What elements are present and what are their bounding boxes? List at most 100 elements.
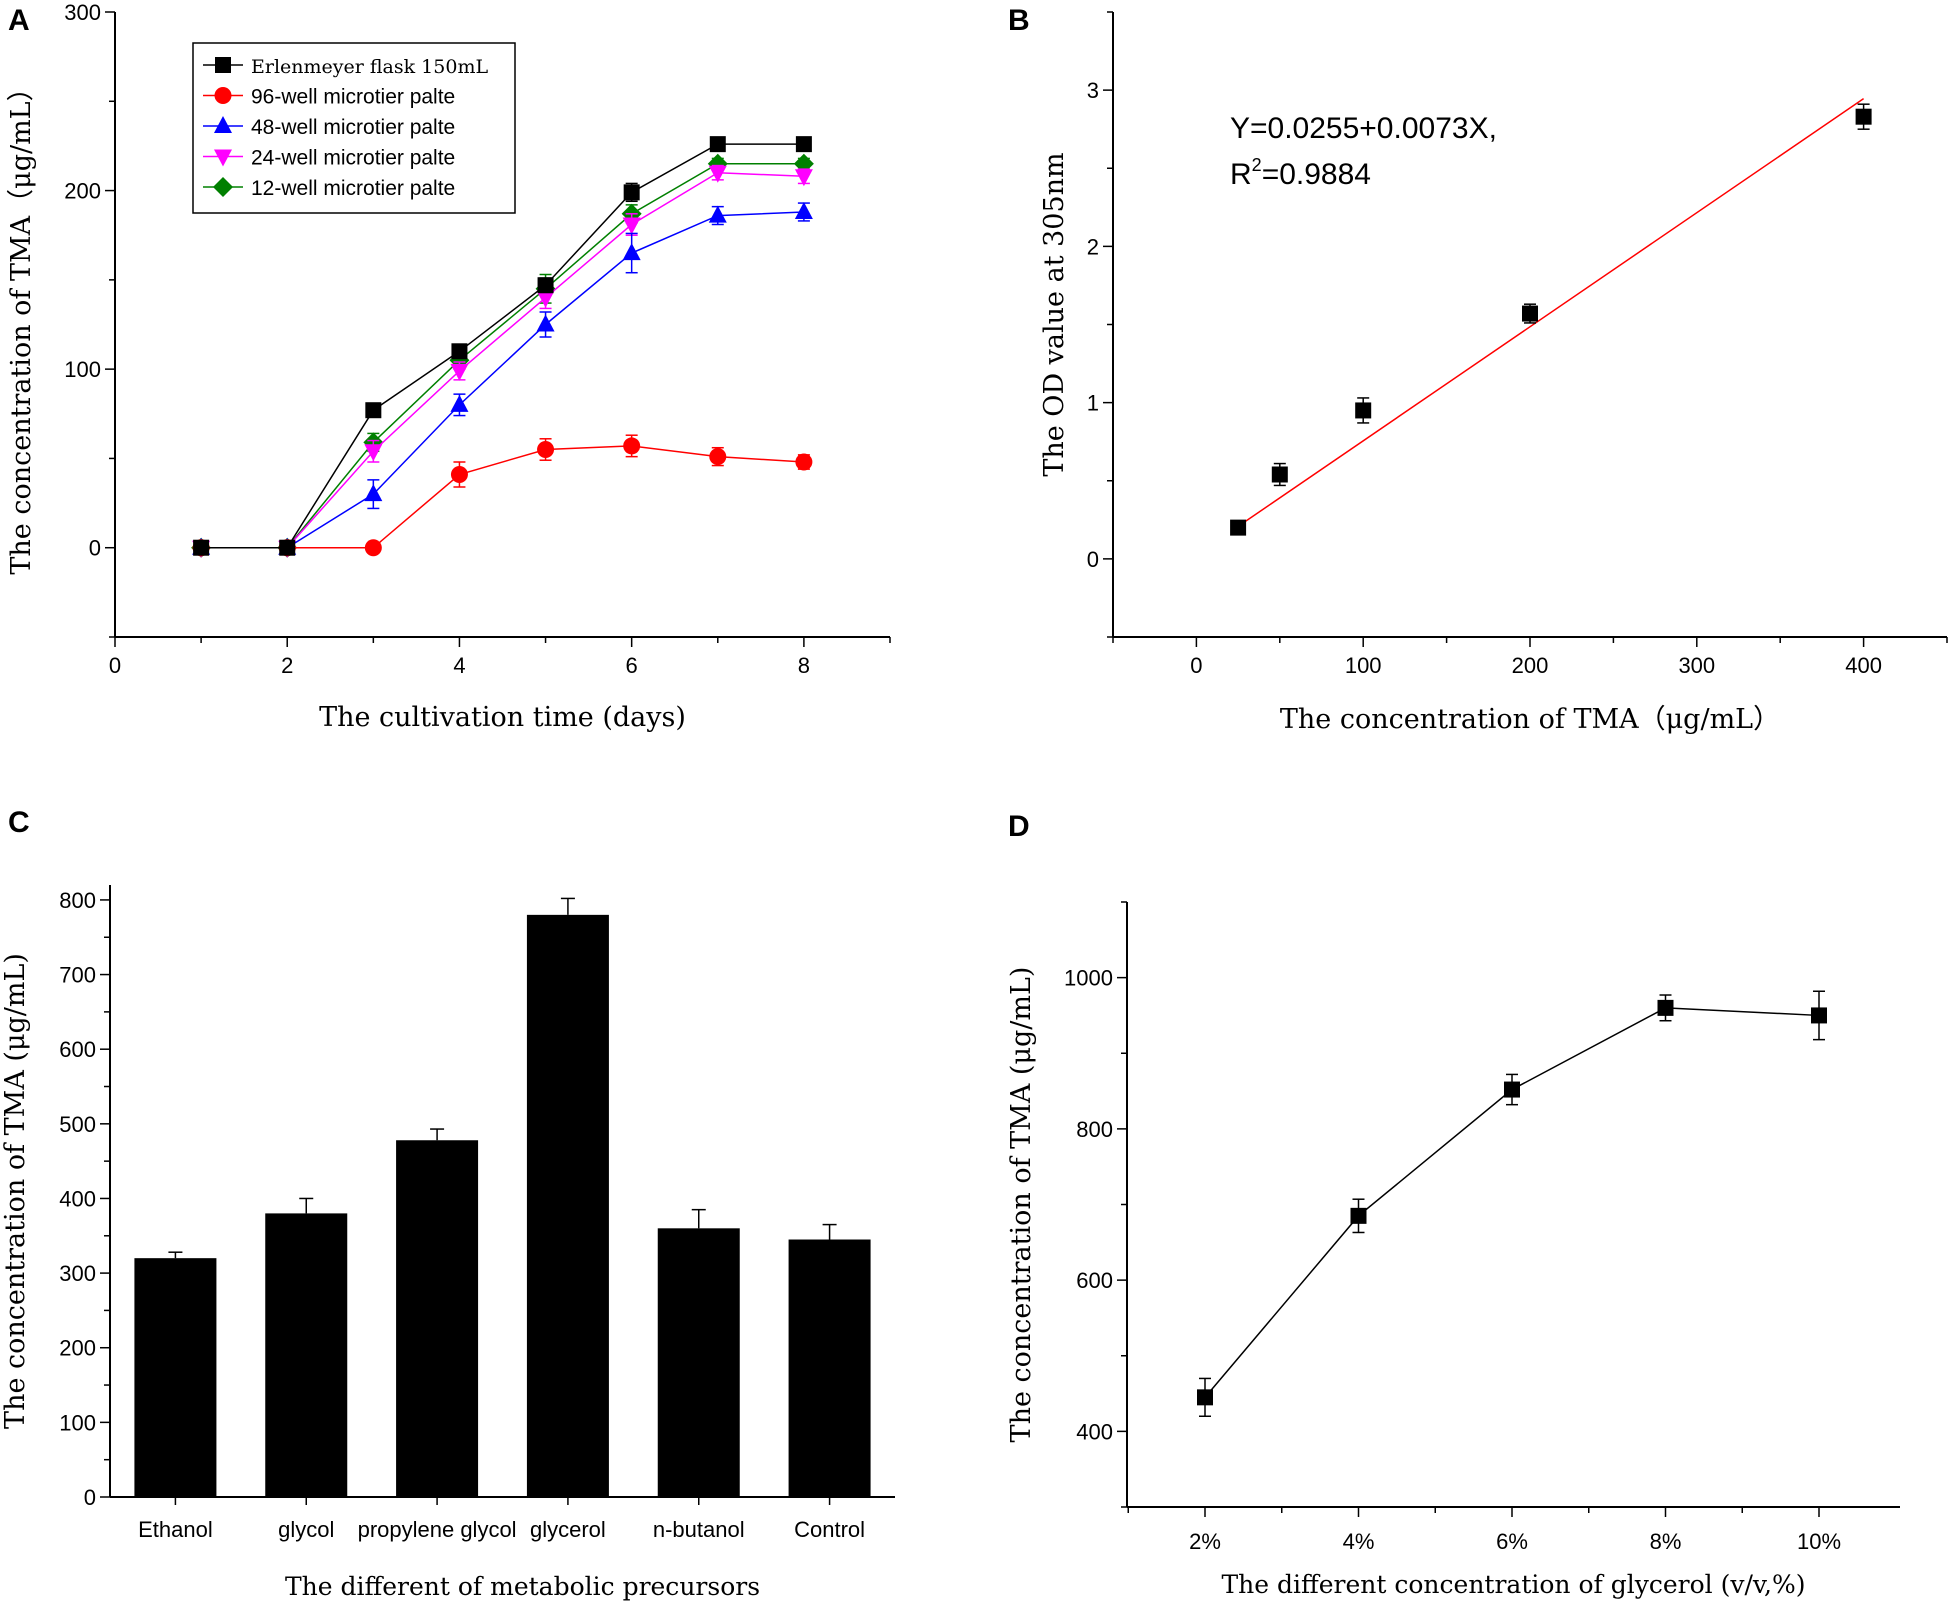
category-label: 2% <box>1189 1529 1221 1554</box>
data-point <box>450 466 468 483</box>
y-tick-label: 500 <box>59 1112 96 1137</box>
r-squared-letter: R <box>1230 158 1252 191</box>
data-point <box>1355 402 1372 419</box>
data-point <box>450 394 469 412</box>
y-tick-label: 400 <box>59 1186 96 1211</box>
data-point <box>450 363 469 381</box>
series-line <box>201 211 804 549</box>
legend-marker <box>214 87 232 104</box>
category-label: glycol <box>278 1517 334 1542</box>
bar <box>657 1228 740 1497</box>
data-point <box>537 277 554 294</box>
data-point <box>1230 519 1247 536</box>
data-point <box>623 184 640 201</box>
legend-marker <box>214 149 232 167</box>
category-label: 8% <box>1650 1529 1682 1554</box>
x-tick-label: 6 <box>626 653 638 678</box>
y-tick-label: 800 <box>1076 1117 1113 1142</box>
y-tick-label: 600 <box>59 1037 96 1062</box>
data-point <box>279 539 296 556</box>
bar <box>788 1239 871 1497</box>
x-axis-title: The concentration of TMA（μg/mL） <box>1280 704 1780 735</box>
series-line <box>201 143 804 549</box>
legend-entry: 48-well microtier palte <box>251 116 455 139</box>
data-point <box>794 169 813 187</box>
category-label: 6% <box>1496 1529 1528 1554</box>
category-label: n-butanol <box>653 1517 745 1542</box>
y-tick-label: 700 <box>59 963 96 988</box>
y-tick-label: 0 <box>84 1485 96 1510</box>
series-line <box>201 163 804 549</box>
category-label: Ethanol <box>138 1517 213 1542</box>
x-tick-label: 100 <box>1345 653 1382 678</box>
data-point <box>623 437 641 455</box>
data-point <box>451 343 468 360</box>
y-tick-label: 3 <box>1087 78 1099 103</box>
data-point <box>795 136 812 153</box>
r-squared-value: =0.9884 <box>1262 158 1371 191</box>
panel-label-b: B <box>1008 4 1030 37</box>
y-tick-label: 0 <box>89 536 101 561</box>
y-axis-title: The concentration of TMA (μg/mL) <box>0 953 31 1429</box>
legend-marker <box>215 57 231 73</box>
data-point <box>364 444 383 462</box>
r-squared-exponent: 2 <box>1252 155 1262 175</box>
x-tick-label: 400 <box>1845 653 1882 678</box>
y-tick-label: 400 <box>1076 1419 1113 1444</box>
bar <box>265 1213 348 1497</box>
data-point <box>1855 108 1872 125</box>
y-tick-label: 100 <box>64 357 101 382</box>
bar <box>134 1258 217 1497</box>
bar <box>526 914 609 1497</box>
x-tick-label: 0 <box>1190 653 1202 678</box>
panel-label-a: A <box>8 4 30 37</box>
legend-marker <box>213 177 233 197</box>
data-point <box>1504 1081 1520 1098</box>
category-label: propylene glycol <box>358 1517 517 1542</box>
y-tick-label: 1 <box>1087 391 1099 416</box>
data-point <box>193 539 210 556</box>
fit-r-squared: R2=0.9884 <box>1230 155 1371 191</box>
y-tick-label: 800 <box>59 888 96 913</box>
series-line <box>201 171 804 549</box>
data-point <box>794 202 813 219</box>
x-axis-title: The cultivation time (days) <box>319 702 686 733</box>
bar <box>396 1140 479 1497</box>
legend-entry: Erlenmeyer flask 150mL <box>251 56 488 78</box>
y-axis-title: The OD value at 305nm <box>1039 152 1070 476</box>
data-point <box>365 402 382 419</box>
y-tick-label: 200 <box>64 179 101 204</box>
data-point <box>1522 305 1538 322</box>
data-point <box>537 441 555 458</box>
data-point <box>536 314 555 332</box>
data-point <box>709 448 727 466</box>
legend-entry: 24-well microtier palte <box>251 147 455 170</box>
x-tick-label: 200 <box>1512 653 1549 678</box>
data-point <box>1197 1389 1213 1406</box>
data-point <box>708 165 727 183</box>
y-axis-title: The concentration of TMA（μg/mL） <box>6 74 37 574</box>
panel-a: A 0 2 4 6 8 0 100 200 300 The cultivation time (da… <box>6 0 891 733</box>
data-point <box>364 484 383 502</box>
fit-equation: Y=0.0255+0.0073X, <box>1230 112 1497 145</box>
data-point <box>1350 1207 1367 1224</box>
series-line <box>1204 1007 1820 1398</box>
panel-d: D 400 600 800 1000 2% 4% 6% 8% 10% The different c… <box>1006 810 1900 1599</box>
category-label: 10% <box>1797 1529 1841 1554</box>
data-point <box>708 205 727 223</box>
data-point <box>622 243 641 261</box>
x-tick-label: 300 <box>1678 653 1715 678</box>
y-tick-label: 300 <box>59 1261 96 1286</box>
panel-b: B 0 100 200 300 400 0 1 2 3 The concentration of T… <box>1008 4 1948 735</box>
x-tick-label: 2 <box>281 653 293 678</box>
x-axis-title: The different of metabolic precursors <box>285 1572 760 1601</box>
panel-c: C 0 100 200 300 400 500 600 700 800 Ethanol glycol p… <box>0 806 895 1601</box>
data-point <box>622 217 641 235</box>
legend-entry: 12-well microtier palte <box>251 177 455 200</box>
y-tick-label: 300 <box>64 0 101 25</box>
fit-line <box>1237 98 1865 527</box>
y-tick-label: 200 <box>59 1336 96 1361</box>
category-label: 4% <box>1343 1529 1375 1554</box>
x-tick-label: 0 <box>109 653 121 678</box>
